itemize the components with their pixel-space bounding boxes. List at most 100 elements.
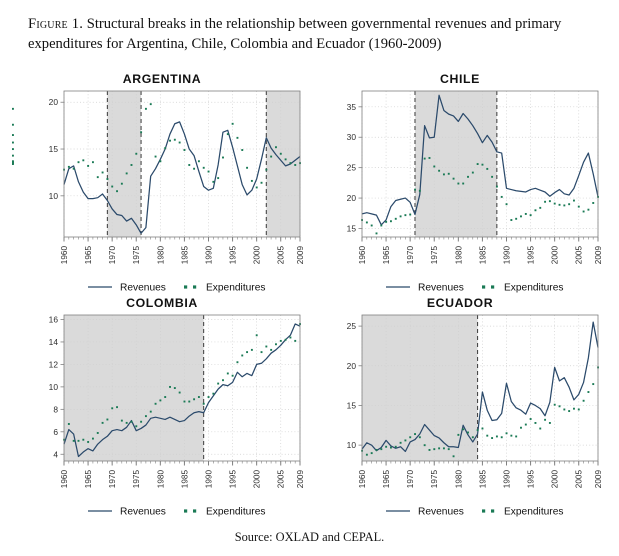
- expenditure-point: [563, 204, 566, 207]
- expenditure-point: [423, 444, 426, 447]
- legend-swatch-expenditures: [184, 285, 188, 289]
- expenditure-point: [390, 446, 392, 449]
- expenditure-point: [106, 178, 109, 180]
- expenditure-point: [222, 379, 224, 382]
- x-tick-label: 1995: [527, 246, 536, 265]
- panel-title-colombia: COLOMBIA: [126, 296, 198, 310]
- expenditure-point: [250, 348, 253, 351]
- chart-legend: Revenues Expenditures: [88, 283, 265, 294]
- expenditure-point: [125, 172, 128, 175]
- expenditure-point: [414, 188, 416, 191]
- expenditure-point: [125, 421, 128, 424]
- plot-frame: [63, 314, 301, 462]
- expenditure-point: [149, 103, 152, 106]
- expenditure-point: [544, 418, 547, 421]
- x-tick-label: 1980: [454, 246, 463, 265]
- expenditure-point: [394, 445, 397, 448]
- expenditure-point: [491, 437, 494, 439]
- expenditure-point: [380, 448, 383, 451]
- expenditure-point: [140, 420, 143, 423]
- legend-swatch-expenditures: [491, 509, 495, 513]
- legend-label-revenues: Revenues: [418, 283, 464, 294]
- expenditure-point: [534, 422, 537, 424]
- expenditure-point: [116, 406, 118, 409]
- expenditure-point: [183, 400, 186, 403]
- expenditure-point: [495, 435, 498, 438]
- expenditure-point: [173, 387, 176, 389]
- expenditure-point: [207, 170, 210, 173]
- expenditure-point: [370, 452, 373, 455]
- expenditure-point: [135, 152, 138, 155]
- expenditure-point: [476, 163, 479, 165]
- expenditure-point: [12, 141, 14, 144]
- expenditure-point: [418, 189, 421, 192]
- legend-swatch-expenditures: [193, 285, 197, 289]
- expenditure-point: [246, 351, 249, 354]
- expenditure-point: [255, 186, 258, 189]
- expenditure-point: [428, 448, 431, 451]
- expenditure-point: [447, 172, 450, 175]
- y-tick-label: 30: [347, 132, 357, 142]
- expenditure-point: [457, 182, 460, 185]
- figure-label: Figure 1.: [28, 16, 84, 32]
- expenditure-point: [548, 422, 551, 424]
- expenditure-point: [505, 203, 508, 206]
- legend-swatch-expenditures: [482, 285, 486, 289]
- chart-panel-grid: ARGENTINA 10 15 20 1960 1965 1970 1975 1980 1985…: [0, 72, 619, 524]
- chart-legend: Revenues Expenditures: [386, 283, 563, 294]
- y-tick-label: 20: [347, 361, 357, 371]
- expenditure-point: [553, 403, 556, 406]
- x-tick-label: 2005: [575, 246, 584, 265]
- x-tick-label: 1985: [478, 246, 487, 265]
- expenditure-point: [116, 190, 118, 193]
- expenditure-point: [12, 107, 14, 110]
- y-tick-label: 12: [49, 359, 59, 369]
- x-tick-label: 1970: [108, 470, 117, 489]
- expenditure-point: [87, 164, 90, 167]
- expenditure-point: [12, 148, 14, 151]
- expenditure-point: [279, 152, 282, 155]
- y-tick-label: 16: [49, 314, 59, 324]
- x-tick-label: 1980: [156, 246, 165, 265]
- expenditure-point: [154, 155, 157, 158]
- expenditure-point: [582, 399, 585, 402]
- expenditure-point: [500, 436, 503, 439]
- expenditure-point: [284, 158, 287, 161]
- expenditure-point: [418, 436, 421, 439]
- expenditure-point: [82, 159, 85, 162]
- expenditure-point: [120, 419, 123, 422]
- expenditure-point: [433, 448, 436, 451]
- expenditure-point: [452, 177, 455, 180]
- y-tick-label: 6: [53, 427, 58, 437]
- expenditure-point: [289, 162, 292, 165]
- expenditure-point: [140, 131, 143, 134]
- expenditure-point: [467, 431, 469, 434]
- expenditure-point: [101, 171, 104, 174]
- expenditure-point: [568, 203, 571, 206]
- expenditure-point: [178, 391, 181, 394]
- expenditure-point: [202, 166, 205, 169]
- expenditure-point: [222, 156, 224, 159]
- expenditure-point: [270, 155, 273, 158]
- expenditure-point: [197, 396, 200, 398]
- expenditure-point: [202, 402, 205, 405]
- expenditure-point: [154, 402, 157, 405]
- expenditure-point: [96, 432, 99, 434]
- expenditure-point: [539, 206, 542, 209]
- x-tick-label: 1985: [180, 246, 189, 265]
- expenditure-point: [577, 205, 580, 208]
- expenditure-point: [587, 208, 590, 211]
- legend-label-revenues: Revenues: [418, 507, 464, 518]
- expenditure-point: [92, 437, 94, 440]
- y-tick-label: 25: [347, 163, 357, 173]
- expenditure-point: [159, 399, 162, 402]
- x-tick-label: 1975: [430, 470, 439, 489]
- legend-swatch-expenditures: [482, 509, 486, 513]
- expenditure-point: [178, 141, 181, 144]
- panel-title-chile: CHILE: [440, 72, 480, 86]
- expenditure-point: [491, 175, 494, 178]
- x-tick-label: 1995: [229, 470, 238, 489]
- x-tick-label: 2000: [551, 470, 560, 489]
- x-tick-label: 1985: [180, 470, 189, 489]
- y-tick-label: 20: [49, 97, 59, 107]
